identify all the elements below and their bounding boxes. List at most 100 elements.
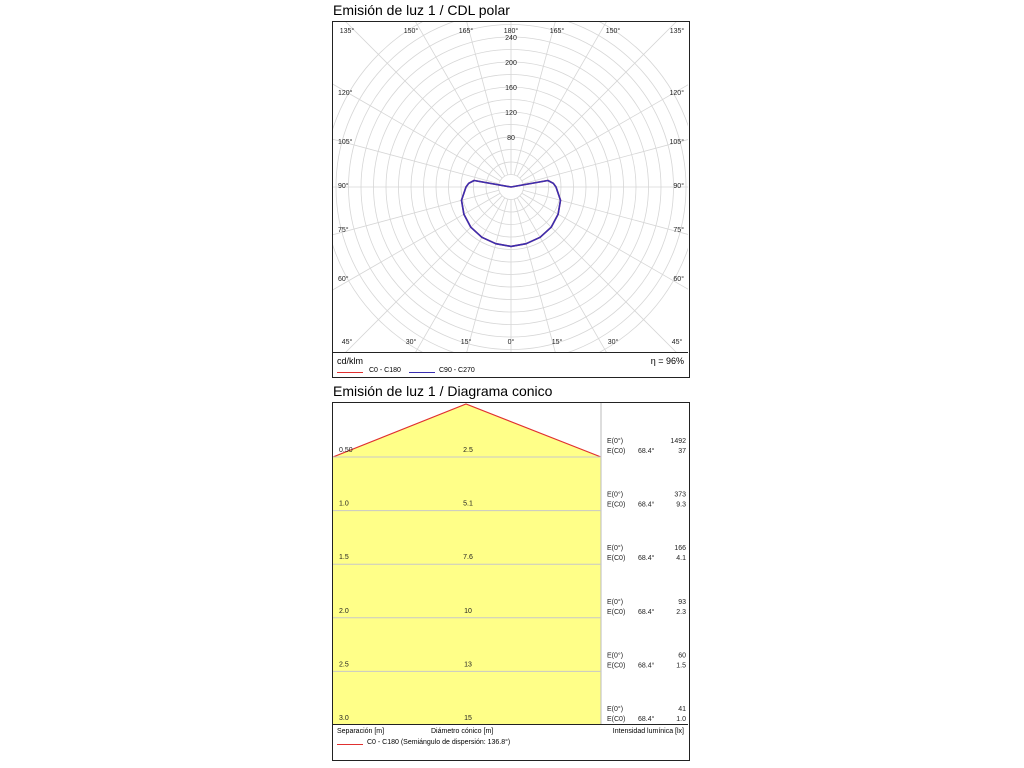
- row-half-angle: 68.4°: [638, 501, 655, 509]
- angle-label-top: 135°: [340, 27, 355, 35]
- row-ec0-label: E(C0): [607, 555, 625, 562]
- polar-spoke: [521, 84, 688, 182]
- angle-label-bottom: 15°: [461, 338, 472, 346]
- row-e0-value: 60: [678, 652, 686, 659]
- angle-label-top: 150°: [404, 27, 419, 35]
- row-separation: 2.5: [339, 661, 349, 668]
- radial-tick-label: 80: [507, 135, 515, 142]
- row-ec0-label: E(C0): [607, 448, 625, 455]
- legend-c0-line: [337, 372, 363, 373]
- row-separation: 0.50: [339, 447, 353, 454]
- angle-label-bottom: 15°: [552, 338, 563, 346]
- polar-spoke: [333, 189, 500, 236]
- row-ec0-label: E(C0): [607, 716, 625, 723]
- row-half-angle: 68.4°: [638, 661, 655, 669]
- cone-legend-label: C0 - C180 (Semiángulo de dispersión: 136…: [367, 739, 511, 746]
- row-ec0-value: 2.3: [676, 609, 686, 616]
- angle-label-bottom: 45°: [672, 338, 683, 346]
- radial-tick-label: 240: [505, 35, 517, 42]
- polar-spoke: [521, 192, 688, 290]
- row-e0-label: E(0°): [607, 705, 623, 713]
- polar-spoke: [516, 197, 607, 352]
- row-diameter: 13: [464, 661, 472, 668]
- angle-label-top: 165°: [550, 27, 565, 35]
- row-half-angle: 68.4°: [638, 608, 655, 616]
- row-diameter: 10: [464, 608, 472, 615]
- polar-spoke: [345, 22, 503, 179]
- row-diameter: 2.5: [463, 447, 473, 454]
- angle-label-right: 120°: [670, 89, 685, 97]
- row-half-angle: 68.4°: [638, 447, 655, 455]
- row-e0-label: E(0°): [607, 437, 623, 445]
- polar-spoke: [415, 22, 506, 177]
- row-e0-label: E(0°): [607, 651, 623, 659]
- angle-label-right: 105°: [670, 138, 685, 146]
- angle-label-left: 90°: [338, 182, 349, 190]
- polar-curve-c90: [460, 179, 562, 248]
- polar-title: Emisión de luz 1 / CDL polar: [333, 2, 510, 18]
- row-half-angle: 68.4°: [638, 554, 655, 562]
- row-ec0-label: E(C0): [607, 609, 625, 616]
- angle-label-left: 105°: [338, 138, 353, 146]
- row-e0-value: 166: [674, 545, 686, 552]
- radial-tick-label: 120: [505, 110, 517, 117]
- polar-spoke: [345, 195, 503, 352]
- polar-spoke: [516, 22, 607, 177]
- angle-label-right: 90°: [673, 182, 684, 190]
- row-e0-value: 1492: [670, 438, 686, 445]
- polar-spoke: [415, 197, 506, 352]
- polar-spoke: [519, 22, 677, 179]
- angle-label-top: 180°: [504, 27, 519, 35]
- row-e0-label: E(0°): [607, 544, 623, 552]
- row-ec0-label: E(C0): [607, 502, 625, 509]
- row-e0-label: E(0°): [607, 491, 623, 499]
- angle-label-right: 75°: [673, 226, 684, 234]
- angle-label-left: 60°: [338, 275, 349, 283]
- angle-label-left: 120°: [338, 89, 353, 97]
- angle-label-bottom: 45°: [342, 338, 353, 346]
- polar-spoke: [333, 138, 500, 185]
- row-ec0-value: 1.5: [676, 662, 686, 669]
- polar-chart: 240 200 160 120 80 135° 150° 165° 180° 165° 150° 13…: [333, 22, 688, 352]
- polar-spoke: [522, 189, 688, 235]
- footer-separation: Separación [m]: [337, 728, 385, 735]
- cone-legend-line: [337, 744, 363, 745]
- footer-intensity: Intensidad lumínica [lx]: [612, 728, 684, 735]
- row-e0-value: 373: [674, 492, 686, 499]
- footer-diameter: Diámetro cónico [m]: [431, 728, 494, 735]
- row-ec0-value: 1.0: [676, 716, 686, 723]
- row-separation: 3.0: [339, 715, 349, 722]
- row-ec0-value: 4.1: [676, 555, 686, 562]
- polar-spoke: [333, 83, 501, 182]
- angle-label-bottom: 0°: [508, 338, 515, 346]
- row-diameter: 15: [464, 715, 472, 722]
- row-separation: 1.0: [339, 501, 349, 508]
- row-separation: 1.5: [339, 554, 349, 561]
- polar-spoke: [522, 139, 688, 185]
- row-ec0-label: E(C0): [607, 662, 625, 669]
- polar-spoke: [333, 192, 501, 291]
- row-diameter: 5.1: [463, 501, 473, 508]
- row-e0-value: 41: [678, 706, 686, 713]
- radial-tick-label: 160: [505, 85, 517, 92]
- cone-edge: [333, 403, 602, 458]
- row-diameter: 7.6: [463, 554, 473, 561]
- cone-title: Emisión de luz 1 / Diagrama conico: [333, 383, 553, 399]
- row-ec0-value: 37: [678, 448, 686, 455]
- angle-label-top: 165°: [459, 27, 474, 35]
- polar-spoke: [466, 198, 509, 352]
- row-ec0-value: 9.3: [676, 502, 686, 509]
- angle-label-right: 60°: [673, 275, 684, 283]
- row-half-angle: 68.4°: [638, 715, 655, 723]
- angle-label-top: 150°: [606, 27, 621, 35]
- angle-label-left: 75°: [338, 226, 349, 234]
- legend-c90-label: C90 - C270: [439, 367, 475, 374]
- polar-unit: cd/klm: [337, 356, 364, 366]
- angle-label-bottom: 30°: [608, 338, 619, 346]
- polar-spoke: [513, 198, 556, 352]
- polar-grid: [333, 22, 688, 352]
- angle-label-top: 135°: [670, 27, 685, 35]
- polar-efficiency: η = 96%: [650, 356, 684, 366]
- radial-tick-label: 200: [505, 60, 517, 67]
- row-e0-label: E(0°): [607, 598, 623, 606]
